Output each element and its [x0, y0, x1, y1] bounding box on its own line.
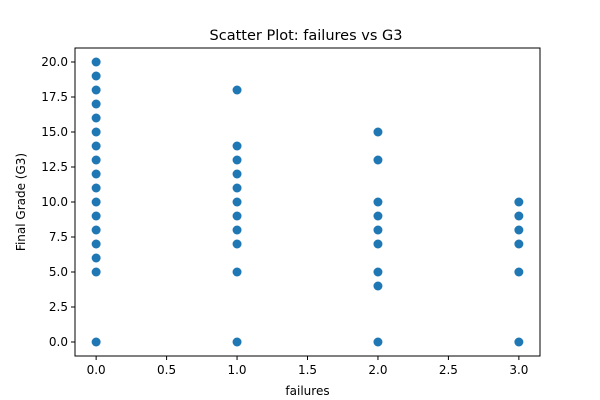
data-point [91, 239, 101, 249]
data-point [373, 225, 383, 235]
data-point [91, 99, 101, 109]
data-point [514, 197, 524, 207]
data-point [232, 211, 242, 221]
data-point [373, 337, 383, 347]
data-point [232, 267, 242, 277]
data-point [91, 155, 101, 165]
data-points [91, 57, 524, 347]
x-tick-label: 0.0 [87, 363, 106, 377]
data-point [232, 225, 242, 235]
data-point [91, 253, 101, 263]
data-point [91, 169, 101, 179]
data-point [232, 85, 242, 95]
y-tick-label: 0.0 [49, 335, 68, 349]
data-point [373, 239, 383, 249]
data-point [91, 197, 101, 207]
data-point [91, 225, 101, 235]
data-point [514, 267, 524, 277]
data-point [232, 183, 242, 193]
data-point [232, 337, 242, 347]
data-point [514, 337, 524, 347]
data-point [232, 169, 242, 179]
y-tick-label: 2.5 [49, 300, 68, 314]
y-tick-label: 20.0 [41, 55, 68, 69]
data-point [91, 127, 101, 137]
x-tick-label: 0.5 [157, 363, 176, 377]
data-point [514, 225, 524, 235]
x-tick-label: 2.5 [439, 363, 458, 377]
chart-title: Scatter Plot: failures vs G3 [210, 28, 403, 44]
data-point [232, 155, 242, 165]
data-point [373, 127, 383, 137]
data-point [373, 211, 383, 221]
data-point [91, 85, 101, 95]
data-point [232, 141, 242, 151]
data-point [373, 267, 383, 277]
data-point [232, 239, 242, 249]
x-tick-label: 2.0 [368, 363, 387, 377]
x-axis-ticks: 0.0 0.5 1.0 1.5 2.0 2.5 3.0 [87, 356, 528, 377]
data-point [91, 337, 101, 347]
data-point [91, 211, 101, 221]
x-axis-label: failures [285, 384, 329, 398]
x-tick-label: 1.0 [227, 363, 246, 377]
data-point [91, 267, 101, 277]
data-point [373, 155, 383, 165]
data-point [373, 281, 383, 291]
data-point [91, 141, 101, 151]
x-tick-label: 1.5 [298, 363, 317, 377]
data-point [232, 197, 242, 207]
y-tick-label: 5.0 [49, 265, 68, 279]
y-axis-label: Final Grade (G3) [14, 153, 28, 251]
y-tick-label: 7.5 [49, 230, 68, 244]
y-tick-label: 12.5 [41, 160, 68, 174]
plot-frame [74, 47, 541, 357]
y-tick-label: 17.5 [41, 90, 68, 104]
data-point [91, 183, 101, 193]
y-tick-label: 15.0 [41, 125, 68, 139]
data-point [91, 57, 101, 67]
data-point [514, 211, 524, 221]
data-point [514, 239, 524, 249]
data-point [373, 197, 383, 207]
x-tick-label: 3.0 [509, 363, 528, 377]
data-point [91, 113, 101, 123]
y-axis-ticks: 0.0 2.5 5.0 7.5 10.0 12.5 15.0 17.5 20.0 [41, 55, 75, 349]
data-point [91, 71, 101, 81]
y-tick-label: 10.0 [41, 195, 68, 209]
